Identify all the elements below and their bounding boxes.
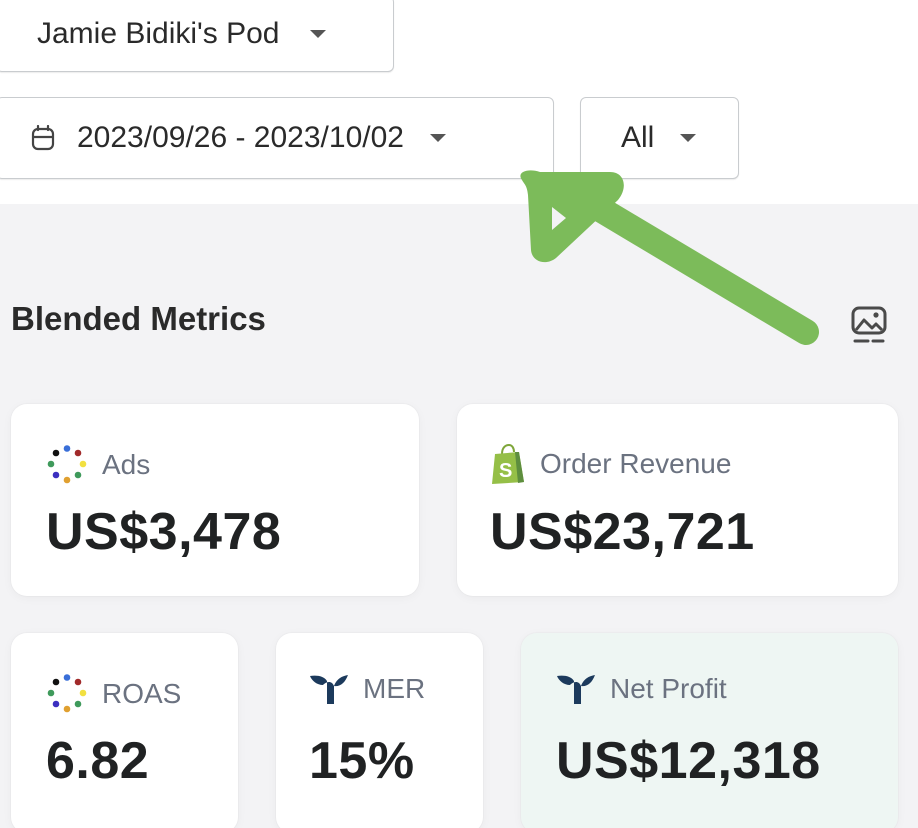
metric-label: Net Profit <box>610 673 727 704</box>
chevron-down-icon <box>309 30 326 38</box>
metric-label-row: ROAS <box>46 673 181 715</box>
ads-dots-icon <box>46 673 88 715</box>
image-export-icon[interactable] <box>850 305 888 345</box>
metric-label-row: S Order Revenue <box>490 444 731 484</box>
whale-tail-icon <box>556 673 596 705</box>
shopify-bag-icon: S <box>490 444 526 484</box>
metric-label-row: Net Profit <box>556 673 727 705</box>
metric-label: MER <box>363 673 426 704</box>
chevron-down-icon <box>429 134 446 142</box>
ads-dots-icon <box>46 444 88 486</box>
metric-label: Ads <box>102 449 151 480</box>
metric-card-net-profit[interactable]: Net Profit US$12,318 <box>521 633 898 828</box>
section-title: Blended Metrics <box>11 300 266 337</box>
date-range-dropdown[interactable]: 2023/09/26 - 2023/10/02 <box>0 97 554 179</box>
svg-text:S: S <box>499 460 512 482</box>
metric-value: 15% <box>309 732 415 790</box>
date-range-label: 2023/09/26 - 2023/10/02 <box>77 121 404 154</box>
pod-selector-label: Jamie Bidiki's Pod <box>37 17 280 50</box>
metric-value: US$23,721 <box>490 503 755 561</box>
metric-card-mer[interactable]: MER 15% <box>276 633 483 828</box>
metric-value: US$12,318 <box>556 732 821 790</box>
metric-label: Order Revenue <box>540 448 732 479</box>
chevron-down-icon <box>680 134 697 142</box>
metric-value: US$3,478 <box>46 503 282 561</box>
channel-filter-label: All <box>621 121 655 154</box>
metric-card-order-revenue[interactable]: S Order Revenue US$23,721 <box>457 404 898 596</box>
metric-card-roas[interactable]: ROAS 6.82 <box>11 633 238 828</box>
metric-card-ads[interactable]: Ads US$3,478 <box>11 404 419 596</box>
metric-label: ROAS <box>102 678 182 709</box>
channel-filter-dropdown[interactable]: All <box>580 97 739 179</box>
calendar-icon <box>31 125 55 151</box>
metric-value: 6.82 <box>46 732 150 790</box>
whale-tail-icon <box>309 673 349 705</box>
pod-selector-dropdown[interactable]: Jamie Bidiki's Pod <box>0 0 394 72</box>
metric-label-row: Ads <box>46 444 150 486</box>
metric-label-row: MER <box>309 673 425 705</box>
